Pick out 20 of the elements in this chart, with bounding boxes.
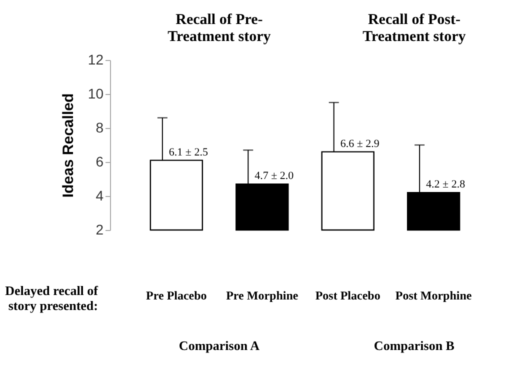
x-tick-label: Post Morphine — [395, 288, 472, 302]
text: Comparison B — [374, 338, 455, 353]
y-axis-title: Ideas Recalled — [60, 93, 77, 198]
data-label: 4.2 ± 2.8 — [426, 178, 466, 191]
data-label: 6.1 ± 2.5 — [168, 146, 208, 158]
data-label: 6.6 ± 2.9 — [340, 138, 380, 150]
y-tick-label: 8 — [96, 120, 104, 136]
y-tick-label: 10 — [88, 86, 104, 102]
text: Comparison A — [178, 338, 260, 353]
text: Delayed recall of story presented: — [5, 283, 99, 313]
y-tick-label: 6 — [96, 154, 104, 170]
text: Recall of Pre- Treatment story — [168, 12, 272, 45]
y-tick-label: 12 — [88, 52, 104, 68]
x-tick-label: Post Placebo — [315, 288, 380, 302]
y-tick-label: 2 — [96, 222, 104, 238]
y-tick-label: 4 — [96, 188, 104, 204]
text: Recall of Post- Treatment story — [362, 12, 466, 45]
x-tick-label: Pre Placebo — [146, 288, 207, 302]
data-label: 4.7 ± 2.0 — [254, 170, 294, 182]
x-tick-label: Pre Morphine — [226, 288, 299, 302]
